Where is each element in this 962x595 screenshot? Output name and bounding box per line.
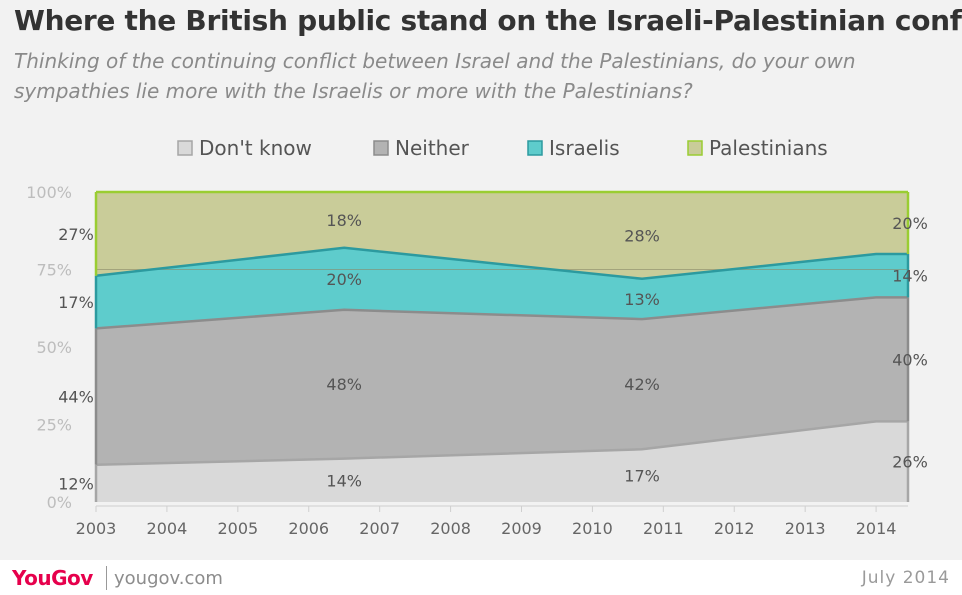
legend-swatch: [373, 140, 389, 156]
x-tick-label: 2012: [714, 519, 755, 538]
series-line: [95, 420, 908, 467]
legend-label: Palestinians: [709, 136, 828, 160]
x-tick-label: 2013: [785, 519, 826, 538]
data-label: 28%: [624, 226, 660, 245]
data-label: 20%: [326, 270, 362, 289]
x-tick-label: 2010: [572, 519, 613, 538]
data-label: 44%: [58, 388, 94, 407]
x-tick-label: 2005: [217, 519, 258, 538]
data-label: 12%: [58, 474, 94, 493]
data-label: 13%: [624, 290, 660, 309]
y-tick-label: 75%: [36, 261, 72, 280]
area-don-t-know: [96, 421, 908, 502]
stacked-area-chart: Don't know Neither Israelis Palestinians0%2…: [26, 136, 928, 538]
chart-title: Where the British public stand on the Is…: [14, 4, 962, 37]
data-label: 48%: [326, 375, 362, 394]
footer-url: yougov.com: [114, 568, 223, 589]
yougov-logo: YouGov: [12, 566, 93, 590]
data-label: 14%: [326, 471, 362, 490]
data-label: 42%: [624, 375, 660, 394]
data-label: 17%: [624, 467, 660, 486]
x-tick-label: 2009: [501, 519, 542, 538]
x-tick-label: 2008: [430, 519, 471, 538]
legend-swatch: [177, 140, 193, 156]
data-label: 26%: [892, 453, 928, 472]
data-label: 27%: [58, 225, 94, 244]
x-tick-label: 2014: [856, 519, 897, 538]
data-label: 17%: [58, 293, 94, 312]
footer-divider: [106, 566, 107, 590]
footer-date: July 2014: [861, 568, 950, 588]
data-label: 20%: [892, 214, 928, 233]
x-tick-label: 2004: [147, 519, 188, 538]
header-band: Where the British public stand on the Is…: [0, 0, 962, 112]
x-tick-label: 2006: [288, 519, 329, 538]
y-tick-label: 50%: [36, 338, 72, 357]
area-israelis: [96, 247, 908, 329]
x-tick-label: 2011: [643, 519, 684, 538]
legend-label: Israelis: [549, 136, 620, 160]
legend-label: Don't know: [199, 136, 312, 160]
series-line: [95, 246, 908, 281]
series-line: [95, 296, 908, 330]
data-label: 18%: [326, 211, 362, 230]
y-tick-label: 0%: [47, 493, 72, 512]
data-label: 14%: [892, 267, 928, 286]
area-neither: [96, 297, 908, 465]
y-tick-label: 100%: [26, 183, 72, 202]
legend-label: Neither: [395, 136, 470, 160]
y-tick-label: 25%: [36, 416, 72, 435]
legend-swatch: [687, 140, 703, 156]
x-tick-label: 2007: [359, 519, 400, 538]
chart-subtitle: Thinking of the continuing conflict betw…: [14, 49, 856, 103]
legend-swatch: [527, 140, 543, 156]
data-label: 40%: [892, 350, 928, 369]
x-tick-label: 2003: [76, 519, 117, 538]
area-palestinians: [96, 192, 908, 279]
